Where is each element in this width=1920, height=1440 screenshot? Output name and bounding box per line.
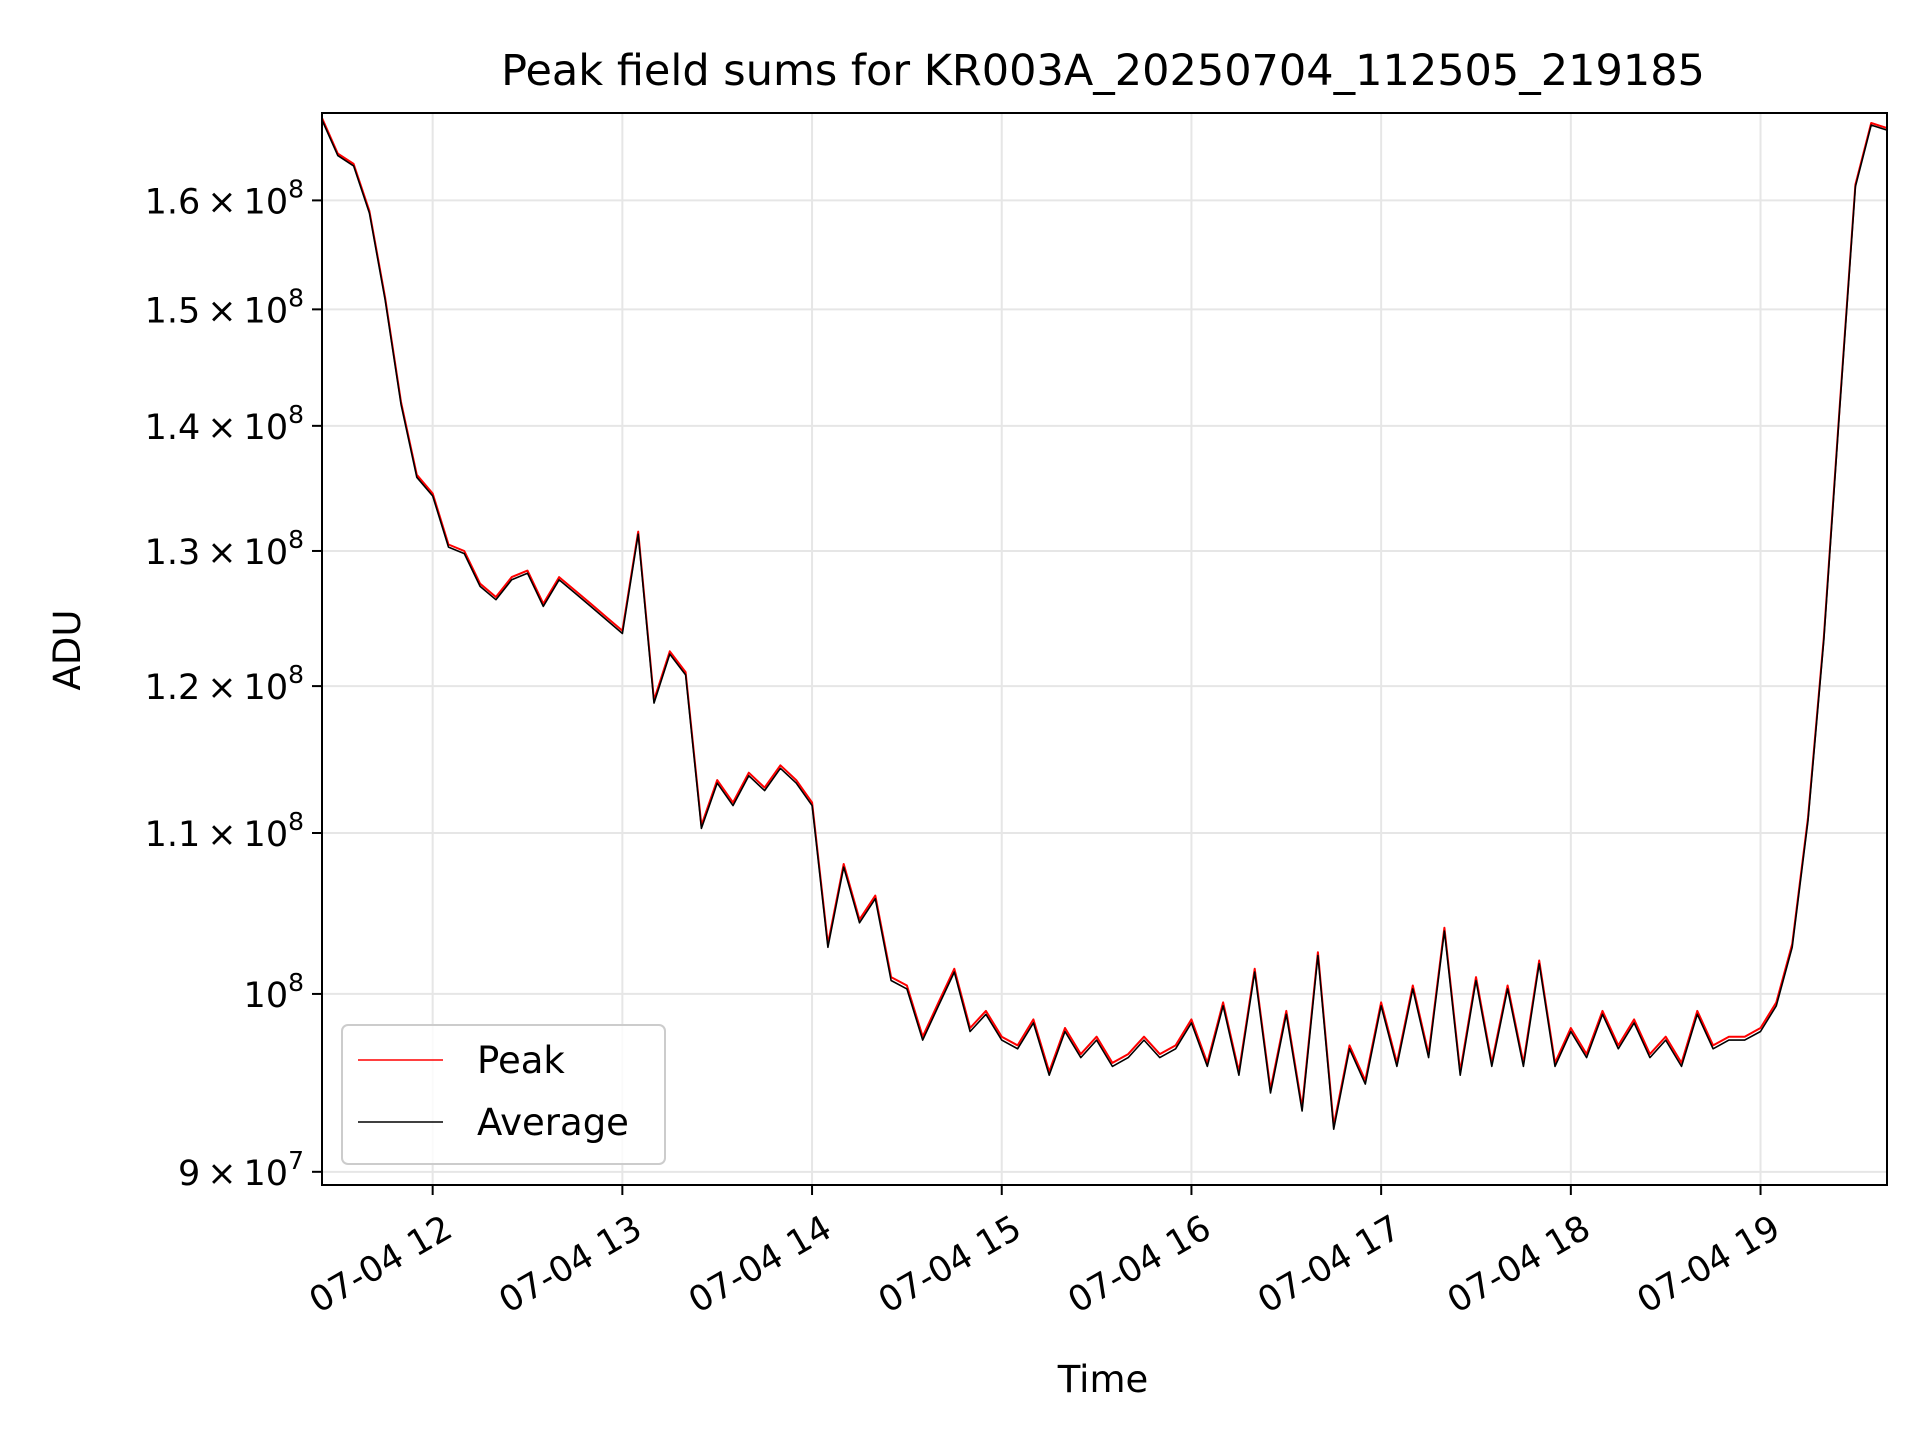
y-tick-label: 1.4 × 108	[145, 400, 304, 448]
series-line-peak	[321, 117, 1888, 1127]
y-tick-label: 108	[244, 968, 304, 1016]
y-tick-label: 1.2 × 108	[145, 660, 304, 708]
y-tick-label: 9 × 107	[178, 1146, 304, 1194]
y-tick-label: 1.5 × 108	[145, 283, 304, 331]
chart-title: Peak field sums for KR003A_20250704_1125…	[501, 46, 1705, 96]
legend-label-average: Average	[477, 1101, 629, 1144]
x-axis-label: Time	[1057, 1358, 1149, 1401]
y-axis-label: ADU	[46, 610, 89, 691]
y-axis-ticks: 9 × 107 108 1.1 × 108 1.2 × 108 1.3 × 108 1.4…	[145, 174, 322, 1194]
plot-series	[321, 117, 1888, 1130]
grid	[322, 113, 1887, 1185]
plot-frame	[321, 112, 1888, 1186]
legend: Peak Average	[341, 1024, 666, 1165]
y-tick-label: 1.3 × 108	[145, 525, 304, 573]
series-line-average	[321, 119, 1888, 1130]
y-tick-label: 1.6 × 108	[145, 174, 304, 222]
legend-label-peak: Peak	[477, 1039, 565, 1082]
y-tick-label: 1.1 × 108	[145, 807, 304, 855]
